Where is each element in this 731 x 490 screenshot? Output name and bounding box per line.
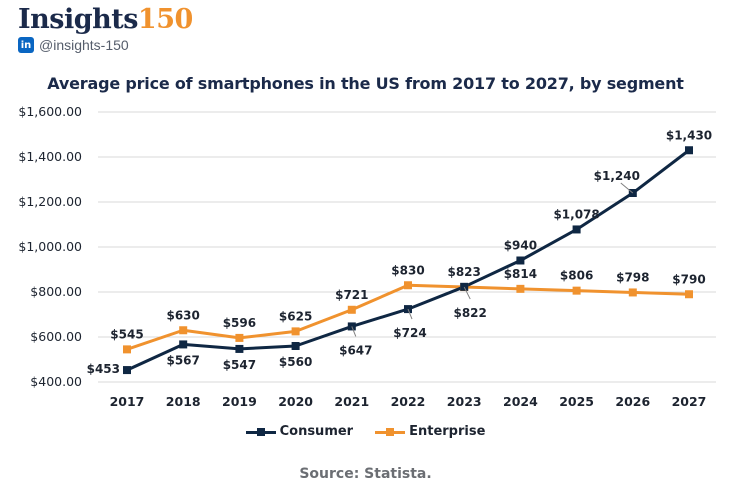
data-point-enterprise	[291, 327, 300, 336]
data-point-enterprise	[123, 345, 131, 354]
data-point-consumer	[123, 366, 131, 375]
brand-logo: Insights150	[18, 4, 193, 35]
data-label-enterprise: $814	[504, 267, 537, 281]
y-tick-label: $1,400.00	[18, 149, 82, 164]
data-label-enterprise: $798	[616, 270, 649, 284]
x-tick-label: 2026	[615, 394, 650, 409]
brand-name-part1: Insights	[18, 4, 138, 35]
data-label-consumer: $1,240	[594, 169, 640, 183]
data-label-consumer: $567	[166, 353, 199, 367]
data-label-enterprise: $822	[453, 306, 486, 320]
data-label-consumer: $724	[393, 326, 426, 340]
x-tick-label: 2020	[278, 394, 313, 409]
data-label-consumer: $560	[279, 355, 312, 369]
data-label-enterprise: $545	[110, 327, 143, 341]
y-tick-label: $1,000.00	[18, 239, 82, 254]
data-label-consumer: $547	[223, 358, 256, 372]
data-point-consumer	[516, 256, 525, 265]
annotation-leader-line	[351, 326, 357, 337]
legend-label-enterprise: Enterprise	[409, 424, 486, 439]
x-tick-label: 2025	[559, 394, 594, 409]
source-note: Source: Statista.	[299, 466, 432, 482]
x-tick-label: 2022	[391, 394, 426, 409]
data-label-enterprise: $790	[672, 272, 705, 286]
handle-text: @insights-150	[39, 37, 129, 53]
legend-item-consumer: Consumer	[245, 424, 354, 439]
x-tick-label: 2018	[166, 394, 201, 409]
data-label-enterprise: $596	[223, 316, 256, 330]
legend-item-enterprise: Enterprise	[375, 424, 485, 439]
data-point-consumer	[685, 146, 693, 155]
data-point-enterprise	[572, 286, 581, 295]
y-tick-label: $600.00	[30, 329, 82, 344]
brand-name-part2: 150	[137, 4, 193, 35]
data-label-enterprise: $830	[391, 263, 424, 277]
x-tick-label: 2024	[503, 394, 538, 409]
data-label-enterprise: $630	[166, 308, 199, 322]
data-label-consumer: $1,430	[666, 128, 712, 142]
data-label-consumer: $647	[339, 343, 372, 357]
annotation-leader-line	[620, 182, 634, 194]
data-point-enterprise	[516, 284, 525, 293]
y-tick-label: $1,200.00	[18, 194, 82, 209]
linkedin-icon: in	[18, 37, 34, 53]
data-label-enterprise: $625	[279, 309, 312, 323]
data-label-enterprise: $721	[335, 288, 368, 302]
x-tick-label: 2019	[222, 394, 257, 409]
x-tick-label: 2027	[672, 394, 707, 409]
y-tick-label: $400.00	[30, 374, 82, 389]
data-point-enterprise	[685, 290, 693, 299]
data-point-consumer	[235, 344, 244, 353]
chart-legend: Consumer Enterprise	[0, 424, 731, 439]
data-point-enterprise	[235, 333, 244, 342]
social-handle[interactable]: in @insights-150	[18, 37, 129, 53]
data-label-consumer: $453	[87, 362, 120, 376]
data-point-consumer	[572, 225, 581, 234]
x-tick-label: 2023	[447, 394, 482, 409]
data-point-consumer	[179, 340, 188, 349]
data-point-consumer	[291, 342, 300, 350]
x-tick-label: 2021	[334, 394, 369, 409]
legend-swatch-enterprise	[375, 427, 406, 437]
data-point-enterprise	[404, 281, 412, 290]
data-label-consumer: $940	[504, 239, 537, 253]
y-tick-label: $800.00	[30, 284, 82, 299]
data-label-consumer: $1,078	[553, 207, 599, 221]
y-tick-label: $1,600.00	[18, 104, 82, 119]
data-point-enterprise	[179, 326, 188, 335]
legend-swatch-consumer	[245, 427, 276, 437]
legend-label-consumer: Consumer	[279, 424, 354, 439]
data-label-consumer: $823	[447, 265, 480, 279]
x-tick-label: 2017	[110, 394, 145, 409]
data-point-enterprise	[347, 305, 356, 314]
annotation-leader-line	[463, 286, 471, 300]
data-point-enterprise	[628, 288, 637, 297]
data-label-enterprise: $806	[560, 269, 593, 283]
annotation-leader-line	[407, 308, 413, 320]
chart-title: Average price of smartphones in the US f…	[47, 74, 684, 93]
data-point-consumer	[460, 282, 469, 291]
